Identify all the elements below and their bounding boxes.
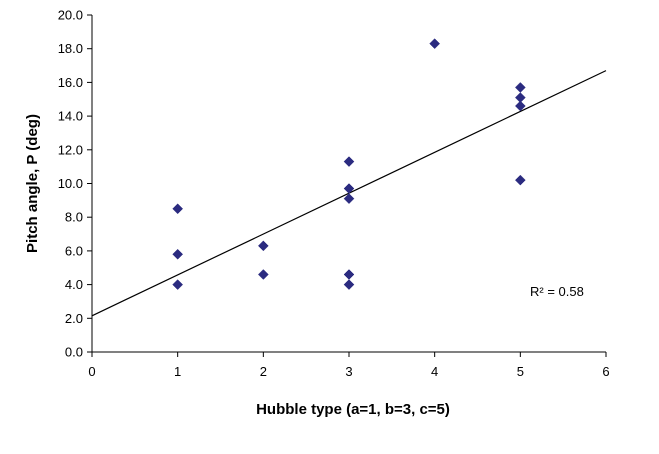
y-tick-label: 2.0 <box>65 311 83 326</box>
x-tick-label: 3 <box>345 364 352 379</box>
data-point <box>514 100 526 112</box>
data-point <box>429 38 441 49</box>
y-axis-title: Pitch angle, P (deg) <box>24 114 41 253</box>
x-tick-label: 2 <box>260 364 267 379</box>
data-point <box>172 279 184 290</box>
y-tick-label: 8.0 <box>65 210 83 225</box>
y-tick-label: 0.0 <box>65 345 83 360</box>
y-tick-label: 10.0 <box>58 176 83 191</box>
y-tick-label: 16.0 <box>58 75 83 90</box>
y-tick-label: 6.0 <box>65 243 83 258</box>
data-point <box>343 193 355 205</box>
data-point <box>172 203 184 215</box>
x-axis-title: Hubble type (a=1, b=3, c=5) <box>256 401 450 418</box>
y-tick-label: 14.0 <box>58 109 83 124</box>
data-point <box>514 174 526 186</box>
data-point <box>257 240 269 252</box>
x-tick-label: 0 <box>88 364 95 379</box>
data-point <box>172 248 184 260</box>
data-point <box>343 156 355 167</box>
r-squared-annotation: R² = 0.58 <box>530 284 584 299</box>
y-tick-label: 4.0 <box>65 277 83 292</box>
data-point <box>343 269 355 280</box>
axes <box>87 14 607 357</box>
y-tick-label: 18.0 <box>58 41 83 56</box>
labels: 0.0 2.0 4.0 6.0 8.0 10.0 12.0 14.0 16.0 18.0 20.0 0… <box>24 8 610 419</box>
data-point <box>257 269 269 280</box>
data-point <box>343 279 355 290</box>
y-tick-label: 20.0 <box>58 8 83 23</box>
x-tick-label: 4 <box>431 364 438 379</box>
data-point <box>514 82 526 93</box>
y-tick-label: 12.0 <box>58 142 83 157</box>
x-tick-label: 1 <box>174 364 181 379</box>
x-tick-label: 6 <box>602 364 609 379</box>
data-points <box>172 38 526 290</box>
x-tick-label: 5 <box>517 364 524 379</box>
